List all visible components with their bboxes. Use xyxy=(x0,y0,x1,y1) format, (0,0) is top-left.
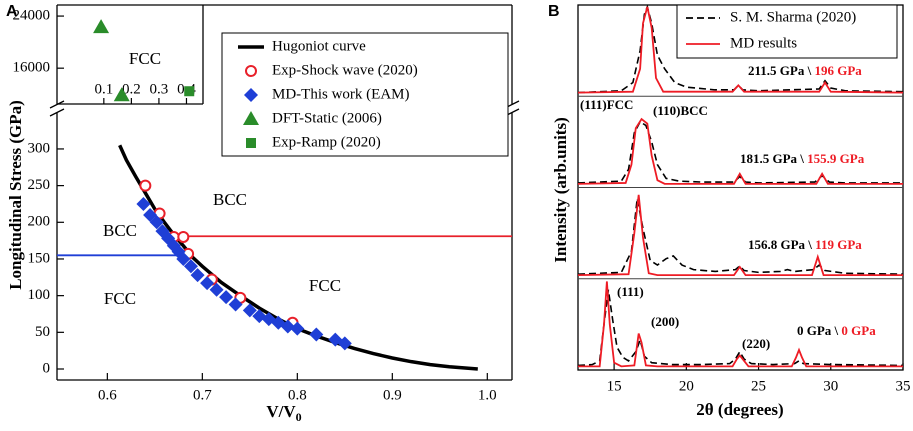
panel-label: A xyxy=(6,3,18,20)
pressure-md: 196 GPa xyxy=(814,63,862,78)
marker-triangle xyxy=(113,87,130,102)
x-axis-label-main: V/V xyxy=(266,402,296,421)
pressure-exp: 181.5 GPa \ xyxy=(740,151,804,166)
peak-label: (111) xyxy=(617,284,644,299)
break-mark xyxy=(49,100,65,109)
peak-label: (220) xyxy=(742,336,770,351)
y-axis-label: Longitudinal Stress (GPa) xyxy=(6,100,25,290)
y-tick-label: 200 xyxy=(28,214,51,230)
marker-diamond xyxy=(309,327,324,342)
marker-diamond xyxy=(280,319,295,334)
x-tick-label: 0.2 xyxy=(122,81,141,97)
marker-circle xyxy=(245,65,257,77)
legend-box xyxy=(676,4,898,59)
x-tick-label: 30 xyxy=(823,378,838,394)
y-axis-label: Intensity (arb.units) xyxy=(551,117,570,262)
pressure-md: 0 GPa xyxy=(841,323,876,338)
marker-diamond xyxy=(136,196,151,211)
marker-diamond xyxy=(337,336,352,351)
pressure-exp: 211.5 GPa \ xyxy=(748,63,812,78)
x-tick-label: 0.6 xyxy=(98,387,117,403)
y-tick-label: 50 xyxy=(35,324,50,340)
legend-label: MD-This work (EAM) xyxy=(272,86,409,102)
marker-diamond xyxy=(209,282,224,297)
marker-diamond xyxy=(183,259,198,274)
x-tick-label: 0.3 xyxy=(150,81,169,97)
marker-diamond xyxy=(176,251,191,266)
marker-square xyxy=(246,138,256,148)
x-tick-label: 1.0 xyxy=(478,387,497,403)
legend-label: Exp-Shock wave (2020) xyxy=(272,62,418,78)
marker-circle xyxy=(139,179,152,192)
pressure-exp: 0 GPa \ xyxy=(797,323,839,338)
legend-label: Hugoniot curve xyxy=(272,38,366,54)
y-tick-label: 16000 xyxy=(13,60,51,76)
phase-label: FCC xyxy=(129,49,161,68)
pressure-md: 119 GPa xyxy=(815,237,862,252)
x-axis-label-sub: 0 xyxy=(296,410,302,424)
x-tick-label: 35 xyxy=(896,378,911,394)
phase-label: FCC xyxy=(104,289,136,308)
panel-a-frame xyxy=(49,4,520,381)
marker-triangle xyxy=(243,111,259,125)
marker-diamond xyxy=(228,297,243,312)
pressure-label: 211.5 GPa \ 196 GPa xyxy=(748,63,862,78)
x-tick-label: 20 xyxy=(679,378,694,394)
y-tick-label: 24000 xyxy=(13,8,51,24)
marker-square xyxy=(184,86,195,97)
pressure-exp: 156.8 GPa \ xyxy=(748,237,812,252)
x-tick-label: 15 xyxy=(607,378,622,394)
y-tick-label: 150 xyxy=(28,250,51,266)
marker-diamond xyxy=(290,321,305,336)
marker-diamond xyxy=(242,303,257,318)
legend-label: Exp-Ramp (2020) xyxy=(272,134,381,150)
marker-circle xyxy=(177,230,190,243)
x-axis-label: V/V0 xyxy=(266,402,301,424)
pressure-md: 155.9 GPa xyxy=(807,151,865,166)
break-mark xyxy=(49,108,65,117)
peak-label: (200) xyxy=(651,314,679,329)
y-tick-label: 300 xyxy=(28,140,51,156)
legend-label: DFT-Static (2006) xyxy=(272,110,382,126)
peak-label: (110)BCC xyxy=(653,103,708,118)
panel-label: B xyxy=(548,3,560,20)
xrd-pattern xyxy=(577,6,904,368)
marker-diamond xyxy=(219,290,234,305)
peak-label: (111)FCC xyxy=(580,97,633,112)
hugoniot-curve xyxy=(118,144,478,371)
y-tick-label: 0 xyxy=(43,360,51,376)
marker-triangle xyxy=(93,19,110,34)
y-tick-label: 250 xyxy=(28,177,51,193)
y-tick-label: 100 xyxy=(28,287,51,303)
x-tick-label: 0.1 xyxy=(94,81,113,97)
x-axis-label: 2θ (degrees) xyxy=(696,400,783,419)
pressure-label: 181.5 GPa \ 155.9 GPa xyxy=(740,151,865,166)
x-tick-label: 25 xyxy=(751,378,766,394)
phase-label: FCC xyxy=(309,276,341,295)
marker-diamond xyxy=(190,268,205,283)
phase-label: BCC xyxy=(213,190,247,209)
legend-label: S. M. Sharma (2020) xyxy=(730,9,856,25)
phase-label: BCC xyxy=(103,221,137,240)
pressure-label: 156.8 GPa \ 119 GPa xyxy=(748,237,862,252)
marker-diamond xyxy=(244,88,258,102)
x-tick-label: 0.7 xyxy=(193,387,212,403)
xrd-pattern xyxy=(577,4,904,367)
legend-label: MD results xyxy=(730,35,797,51)
marker-diamond xyxy=(200,276,215,291)
legend-box xyxy=(221,32,509,157)
marker-diamond xyxy=(149,215,164,230)
x-tick-label: 0.9 xyxy=(383,387,402,403)
pressure-label: 0 GPa \ 0 GPa xyxy=(797,323,876,338)
x-tick-label: 0.8 xyxy=(288,387,307,403)
